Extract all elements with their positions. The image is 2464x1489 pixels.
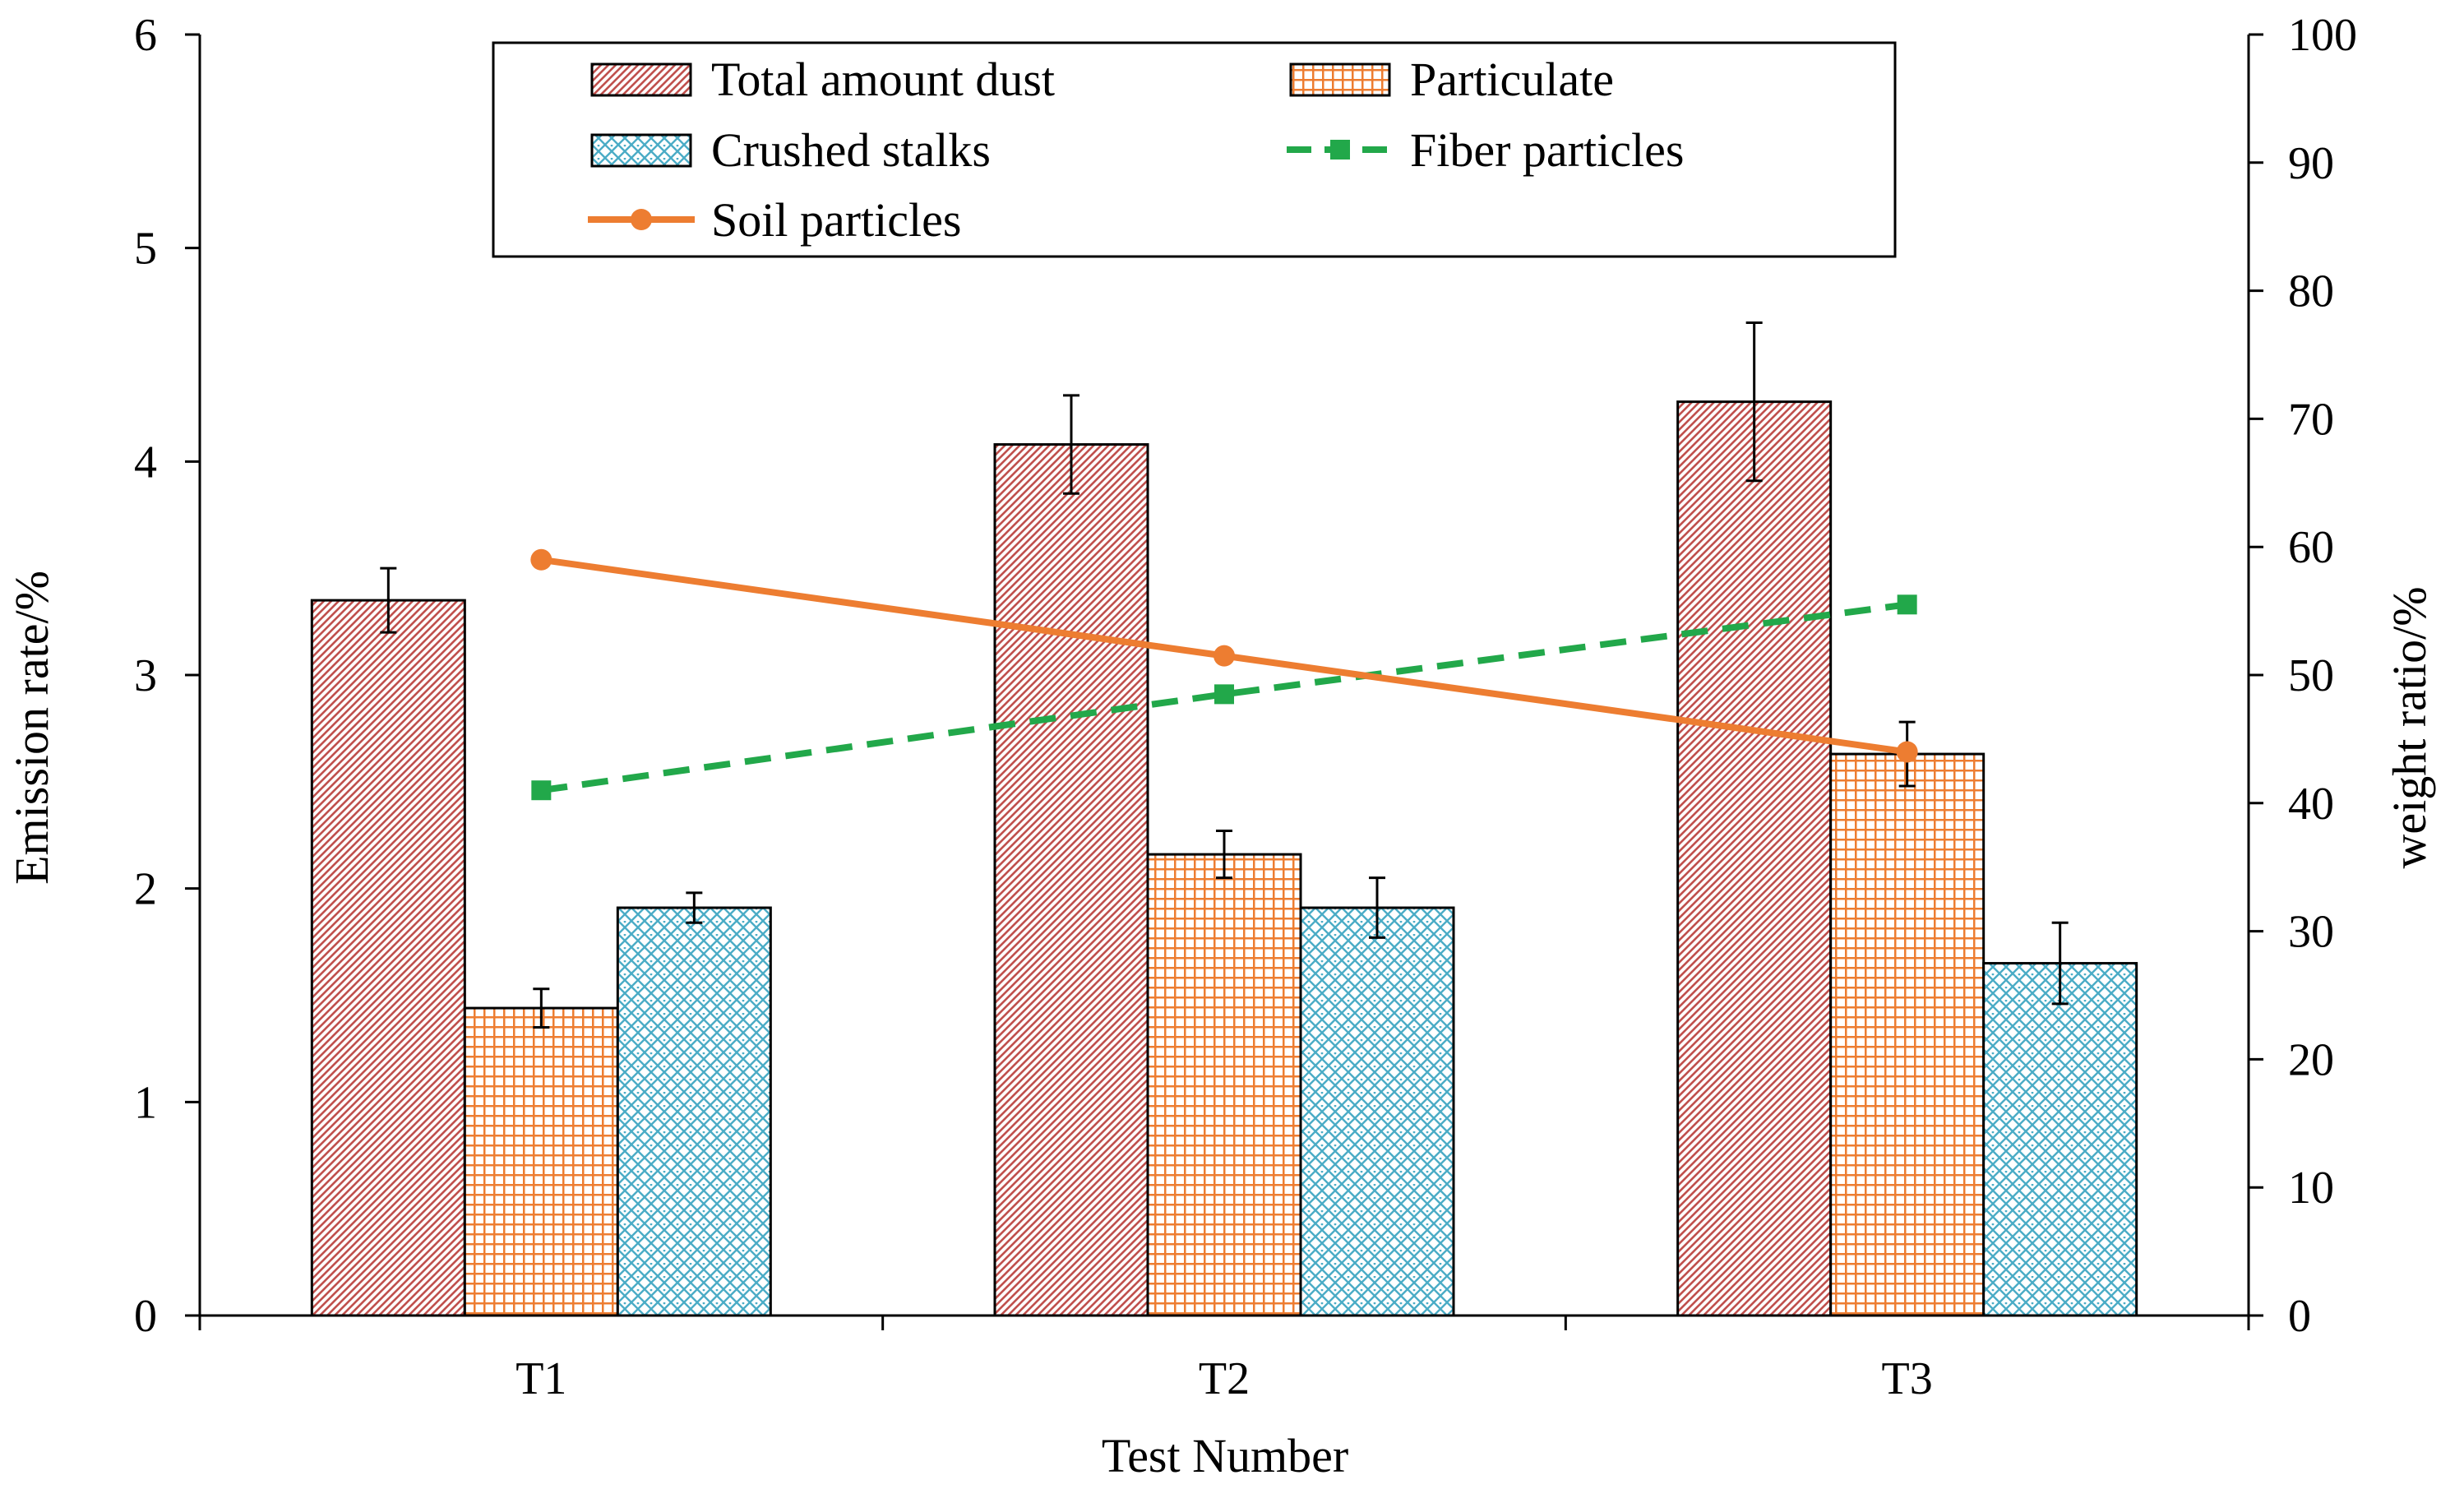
y2-tick-label: 60 [2288, 522, 2334, 573]
y2-tick-label: 70 [2288, 394, 2334, 445]
error-bar [2051, 921, 2069, 1006]
legend-label: Particulate [1410, 53, 1614, 106]
y2-axis-label: weight ratio/% [2383, 586, 2436, 868]
legend-item-fiber-particles: Fiber particles [1287, 123, 1684, 177]
point-fiber-particles-t1 [531, 780, 552, 801]
point-soil-particles-t2 [1214, 645, 1235, 667]
error-bar [1216, 830, 1232, 880]
bar-group [310, 400, 2138, 1317]
axes [185, 33, 2263, 1330]
error-bar [533, 987, 550, 1029]
y-tick-label: 5 [134, 224, 157, 275]
point-fiber-particles-t3 [1897, 594, 1917, 615]
bar-crushed-stalks-t2 [1299, 906, 1455, 1317]
legend-item-soil-particles: Soil particles [588, 193, 961, 247]
bar-crushed-stalks-t3 [1982, 962, 2138, 1317]
x-axis-label: Test Number [1102, 1429, 1348, 1482]
legend-label: Crushed stalks [711, 123, 991, 177]
y2-tick-label: 80 [2288, 266, 2334, 317]
y2-tick-label: 100 [2288, 10, 2357, 61]
y2-tick-label: 90 [2288, 138, 2334, 189]
y2-tick-label: 50 [2288, 650, 2334, 701]
legend-box [492, 41, 1897, 258]
y2-tick-label: 20 [2288, 1034, 2334, 1085]
line-fiber-particles [540, 601, 1908, 794]
y-tick-label: 6 [134, 10, 157, 61]
legend-item-crushed-stalks: Crushed stalks [590, 123, 991, 177]
y-tick-label: 2 [134, 864, 157, 915]
legend-label: Total amount dust [711, 53, 1055, 106]
legend-swatch [590, 62, 692, 97]
error-bar [686, 891, 703, 924]
error-bar-group [380, 321, 2069, 1029]
legend-label: Soil particles [711, 193, 961, 247]
error-bar [1745, 321, 1763, 483]
legend-swatch [1289, 62, 1391, 97]
bar-total-amount-dust-t3 [1676, 400, 1833, 1317]
legend-item-total-amount-dust: Total amount dust [590, 53, 1055, 106]
y2-tick-label: 30 [2288, 907, 2334, 958]
y2-tick-label: 10 [2288, 1163, 2334, 1214]
point-soil-particles-t1 [530, 548, 552, 571]
legend-label: Fiber particles [1410, 123, 1684, 177]
y-tick-label: 0 [134, 1291, 157, 1342]
y-axis-label: Emission rate/% [5, 571, 58, 885]
point-soil-particles-t3 [1896, 741, 1918, 763]
x-tick-label-t2: T2 [1199, 1353, 1250, 1404]
error-bar [1063, 394, 1079, 495]
line-group [530, 548, 1918, 801]
legend-item-particulate: Particulate [1289, 53, 1614, 106]
y2-tick-label: 40 [2288, 779, 2334, 830]
y-tick-label: 4 [134, 437, 157, 488]
y-tick-label: 1 [134, 1077, 157, 1128]
legend: Total amount dust Particulate Crushed stal… [492, 41, 1897, 258]
legend-swatch-marker [631, 209, 652, 230]
error-bar [1369, 876, 1385, 939]
bar-crushed-stalks-t1 [616, 906, 772, 1317]
y-tick-label: 3 [134, 650, 157, 701]
legend-swatch-marker [1330, 140, 1350, 160]
error-bar [380, 566, 397, 634]
bar-particulate-t3 [1829, 752, 1986, 1317]
x-tick-label-t3: T3 [1882, 1353, 1933, 1404]
legend-swatch [590, 133, 692, 168]
bar-particulate-t1 [463, 1006, 619, 1317]
y2-tick-label: 0 [2288, 1291, 2311, 1342]
point-fiber-particles-t2 [1214, 684, 1234, 705]
bar-total-amount-dust-t1 [310, 599, 466, 1317]
x-tick-label-t1: T1 [515, 1353, 566, 1404]
bar-particulate-t2 [1146, 853, 1302, 1317]
bar-total-amount-dust-t2 [993, 443, 1149, 1317]
